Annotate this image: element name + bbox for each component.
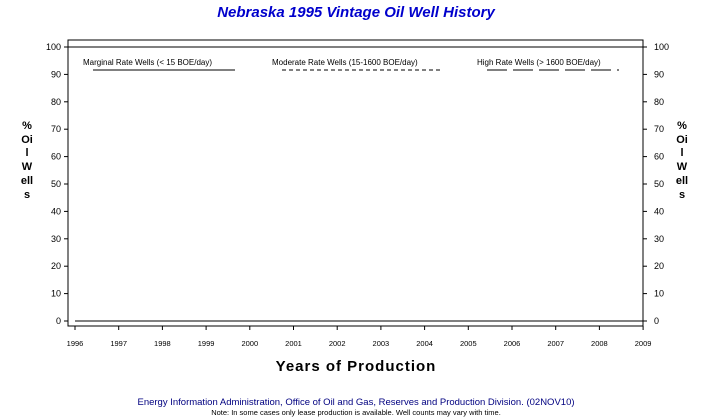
x-tick-label: 1996 [67, 339, 84, 348]
x-tick-label: 2003 [373, 339, 390, 348]
y-tick-label-right: 90 [654, 69, 664, 79]
y-tick-label-left: 60 [51, 152, 61, 162]
footnote: Note: In some cases only lease productio… [211, 408, 501, 417]
x-tick-label: 2000 [241, 339, 258, 348]
x-tick-label: 2002 [329, 339, 346, 348]
y-tick-label-right: 100 [654, 42, 669, 52]
x-tick-label: 2006 [504, 339, 521, 348]
legend-label-2: Moderate Rate Wells (15-1600 BOE/day) [272, 58, 418, 67]
y-tick-label-right: 80 [654, 97, 664, 107]
x-tick-label: 1998 [154, 339, 171, 348]
x-tick-label: 2005 [460, 339, 477, 348]
y-tick-label-right: 60 [654, 152, 664, 162]
y-tick-label-right: 20 [654, 261, 664, 271]
x-tick-label: 2007 [547, 339, 564, 348]
y-tick-label-right: 10 [654, 289, 664, 299]
y-tick-label-left: 10 [51, 289, 61, 299]
y-tick-label-left: 40 [51, 206, 61, 216]
y-tick-label-left: 70 [51, 124, 61, 134]
x-tick-label: 2001 [285, 339, 302, 348]
x-tick-label: 2004 [416, 339, 433, 348]
y-axis-label-right: % Oil Wells [675, 120, 689, 201]
y-tick-label-left: 90 [51, 69, 61, 79]
y-tick-label-right: 0 [654, 316, 659, 326]
y-tick-label-right: 70 [654, 124, 664, 134]
x-tick-label: 2008 [591, 339, 608, 348]
legend-label-3: High Rate Wells (> 1600 BOE/day) [477, 58, 601, 67]
x-tick-label: 2009 [635, 339, 652, 348]
x-tick-label: 1997 [110, 339, 127, 348]
chart-title: Nebraska 1995 Vintage Oil Well History [217, 4, 495, 21]
plot-frame [67, 39, 644, 327]
legend-label-1: Marginal Rate Wells (< 15 BOE/day) [83, 58, 212, 67]
y-tick-label-left: 80 [51, 97, 61, 107]
y-tick-label-left: 20 [51, 261, 61, 271]
y-tick-label-right: 50 [654, 179, 664, 189]
y-tick-label-left: 100 [46, 42, 61, 52]
y-tick-label-right: 40 [654, 206, 664, 216]
y-axis-label-left: % Oil Wells [20, 120, 34, 201]
x-axis-title: Years of Production [275, 358, 437, 375]
x-tick-label: 1999 [198, 339, 215, 348]
source-footer: Energy Information Administration, Offic… [137, 397, 575, 408]
y-tick-label-left: 30 [51, 234, 61, 244]
y-tick-label-left: 0 [56, 316, 61, 326]
y-tick-label-left: 50 [51, 179, 61, 189]
y-tick-label-right: 30 [654, 234, 664, 244]
